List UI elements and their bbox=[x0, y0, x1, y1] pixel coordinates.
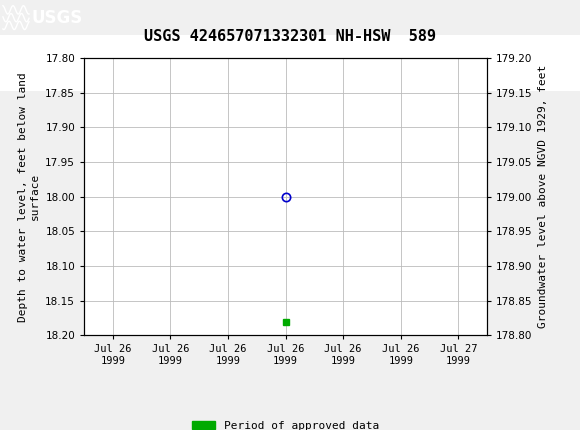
Y-axis label: Groundwater level above NGVD 1929, feet: Groundwater level above NGVD 1929, feet bbox=[538, 65, 548, 329]
Y-axis label: Depth to water level, feet below land
surface: Depth to water level, feet below land su… bbox=[18, 72, 39, 322]
Text: USGS 424657071332301 NH-HSW  589: USGS 424657071332301 NH-HSW 589 bbox=[144, 29, 436, 44]
Text: USGS: USGS bbox=[32, 9, 83, 27]
Legend: Period of approved data: Period of approved data bbox=[188, 416, 383, 430]
